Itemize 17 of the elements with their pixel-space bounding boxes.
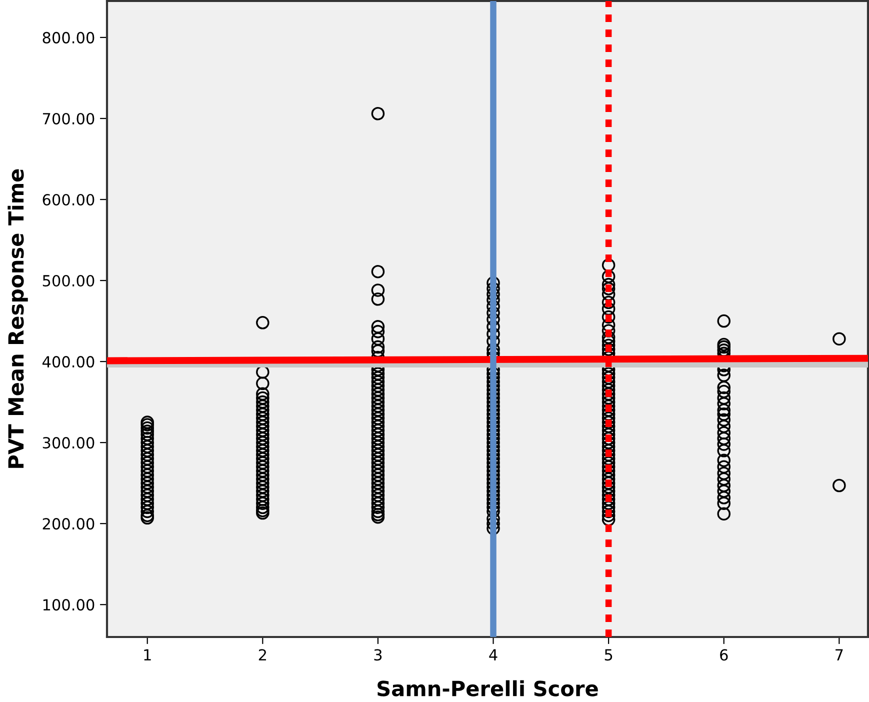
x-tick-label: 3 [374, 649, 382, 661]
x-tick-label: 4 [489, 649, 498, 660]
x-axis-title: Samn-Perelli Score [378, 680, 598, 696]
y-axis-title: PVT Mean Response Time [8, 169, 28, 468]
y-tick-label: 500.00 [42, 274, 94, 287]
y-tick-label: 800.00 [42, 32, 94, 44]
y-tick-label: 400.00 [42, 356, 94, 368]
x-tick-label: 5 [604, 649, 612, 661]
x-tick-label: 2 [258, 649, 266, 660]
y-tick-label: 600.00 [42, 194, 94, 206]
y-tick-label: 100.00 [43, 599, 94, 611]
x-tick-label: 6 [720, 649, 728, 661]
y-tick-label: 700.00 [42, 112, 94, 124]
x-tick-label: 1 [144, 649, 151, 660]
y-tick-label: 300.00 [42, 437, 94, 449]
x-tick-label: 7 [836, 649, 843, 660]
y-tick-label: 200.00 [42, 518, 94, 530]
